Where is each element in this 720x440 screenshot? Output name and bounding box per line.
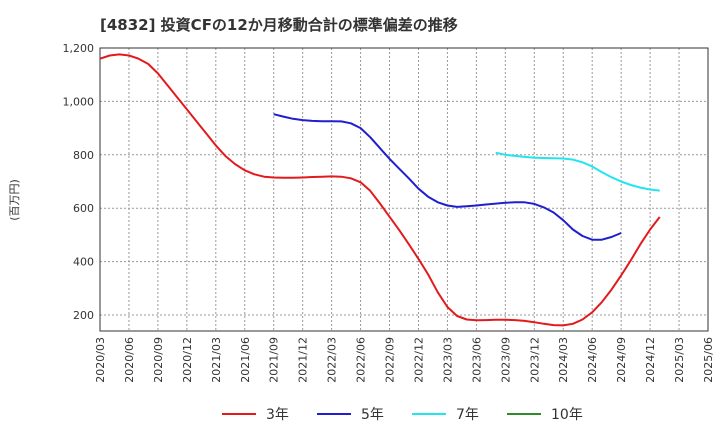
x-tick-label: 2020/09 bbox=[152, 337, 165, 383]
x-tick-label: 2024/06 bbox=[586, 337, 599, 383]
y-axis-label: (百万円) bbox=[8, 179, 21, 221]
legend-label: 3年 bbox=[266, 407, 289, 423]
x-tick-label: 2021/09 bbox=[268, 337, 281, 383]
x-tick-label: 2023/12 bbox=[528, 337, 541, 383]
x-tick-label: 2022/03 bbox=[326, 337, 339, 383]
y-tick-label: 600 bbox=[73, 202, 94, 215]
series-lines bbox=[99, 53, 661, 327]
x-axis-ticks: 2020/03 2020/06 2020/09 2020/12 2021/03 2021/… bbox=[94, 337, 715, 383]
grid-lines bbox=[100, 47, 708, 331]
legend: 3年 5年 7年 10年 bbox=[222, 407, 583, 423]
legend-label: 10年 bbox=[551, 407, 583, 423]
y-tick-label: 400 bbox=[73, 256, 94, 269]
x-tick-label: 2021/12 bbox=[297, 337, 310, 383]
x-tick-label: 2024/09 bbox=[615, 337, 628, 383]
legend-label: 7年 bbox=[456, 407, 479, 423]
x-tick-label: 2021/03 bbox=[210, 337, 223, 383]
x-tick-label: 2020/06 bbox=[123, 337, 136, 383]
x-tick-label: 2023/06 bbox=[470, 337, 483, 383]
series-line-7年 bbox=[495, 151, 660, 192]
y-tick-label: 800 bbox=[73, 149, 94, 162]
chart-title: [4832] 投資CFの12か月移動合計の標準偏差の推移 bbox=[100, 16, 458, 34]
x-tick-label: 2022/12 bbox=[412, 337, 425, 383]
x-tick-label: 2023/09 bbox=[499, 337, 512, 383]
x-tick-label: 2022/09 bbox=[384, 337, 397, 383]
y-tick-label: 1,000 bbox=[63, 95, 95, 108]
x-tick-label: 2025/06 bbox=[702, 337, 715, 383]
x-tick-label: 2020/12 bbox=[181, 337, 194, 383]
series-line-3年 bbox=[99, 53, 661, 327]
x-tick-label: 2020/03 bbox=[94, 337, 107, 383]
series-line-5年 bbox=[273, 113, 622, 241]
x-tick-label: 2023/03 bbox=[441, 337, 454, 383]
legend-label: 5年 bbox=[361, 407, 384, 423]
x-tick-label: 2022/06 bbox=[355, 337, 368, 383]
y-axis-ticks: 200 400 600 800 1,000 1,200 bbox=[63, 42, 95, 322]
x-tick-label: 2025/03 bbox=[673, 337, 686, 383]
plot-area-border bbox=[99, 47, 709, 332]
x-tick-label: 2024/03 bbox=[557, 337, 570, 383]
y-tick-label: 200 bbox=[73, 309, 94, 322]
x-tick-label: 2024/12 bbox=[644, 337, 657, 383]
y-tick-label: 1,200 bbox=[63, 42, 95, 55]
x-tick-label: 2021/06 bbox=[239, 337, 252, 383]
